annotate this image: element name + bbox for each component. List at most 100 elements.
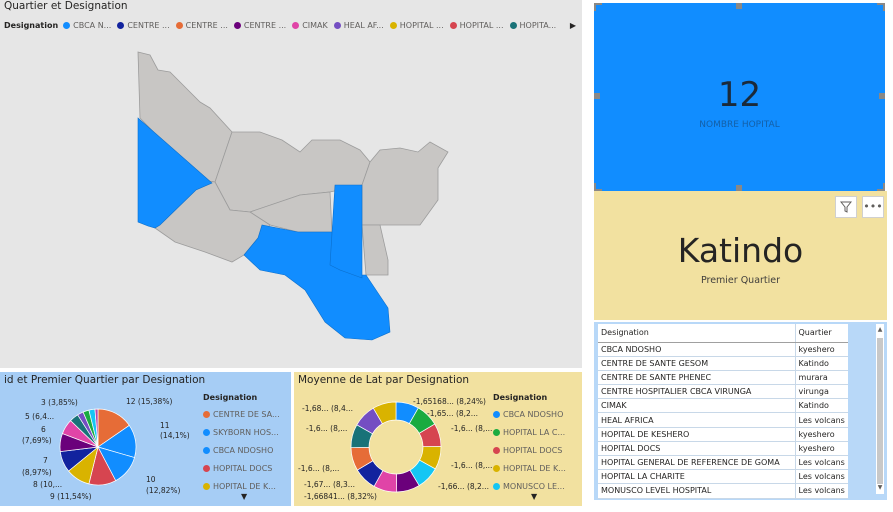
pie-data-label: 11 <box>160 421 170 430</box>
premier-quartier-value: Katindo <box>677 231 804 270</box>
legend-item-label: HEAL AF... <box>343 21 384 30</box>
map-canvas[interactable] <box>0 0 582 368</box>
resize-handle-left[interactable] <box>594 93 600 99</box>
designation-table[interactable]: Designation Quartier CBCA NDOSHO kyeshero… <box>594 322 887 500</box>
cell-quartier: Les volcans <box>794 455 848 471</box>
pie-legend-item-0[interactable]: CENTRE DE SA... <box>203 405 280 423</box>
table-row[interactable]: HEAL AFRICA Les volcans <box>598 412 848 428</box>
pie-legend-item-2[interactable]: CBCA NDOSHO <box>203 441 280 459</box>
legend-dot-icon <box>493 482 500 490</box>
table-row[interactable]: HOPITAL LA CHARITE Les volcans <box>598 469 848 485</box>
map-legend: Designation CBCA N... CENTRE ... CENTRE ..… <box>4 21 562 30</box>
map-legend-item-5[interactable]: HEAL AF... <box>333 21 384 30</box>
donut-data-label: -1,66... (8,2... <box>438 482 489 491</box>
cell-quartier: kyeshero <box>794 342 848 357</box>
filter-icon[interactable] <box>835 196 857 218</box>
designation-table-grid: Designation Quartier CBCA NDOSHO kyeshero… <box>598 324 848 499</box>
donut-chart-visual[interactable]: Moyenne de Lat par Designation -1,65168.… <box>294 372 582 506</box>
more-options-icon[interactable]: ••• <box>862 196 884 218</box>
table-scroll-thumb[interactable] <box>877 338 883 484</box>
donut-slice[interactable] <box>372 401 397 425</box>
pie-legend-item-4[interactable]: HOPITAL DE K... <box>203 477 280 495</box>
donut-legend-item-1[interactable]: HOPITAL LA C... <box>493 423 566 441</box>
legend-item-label: CIMAK <box>302 21 328 30</box>
pie-chart-visual[interactable]: id et Premier Quartier par Designation 1… <box>0 372 291 506</box>
table-row[interactable]: HOPITAL GENERAL DE REFERENCE DE GOMA Les … <box>598 455 848 471</box>
donut-data-label: -1,65168... (8,24%) <box>413 397 486 406</box>
donut-legend-item-4[interactable]: MONUSCO LE... <box>493 477 566 495</box>
resize-handle-right[interactable] <box>879 93 885 99</box>
legend-item-label: HOPITAL ... <box>459 21 504 30</box>
donut-legend-item-2[interactable]: HOPITAL DOCS <box>493 441 566 459</box>
column-header-designation[interactable]: Designation <box>598 324 795 343</box>
table-row[interactable]: CENTRE DE SANTE PHENEC murara <box>598 370 848 386</box>
pie-data-label: 3 (3,85%) <box>41 398 78 407</box>
cell-quartier: Katindo <box>794 398 848 414</box>
legend-dot-icon <box>203 446 210 454</box>
legend-dot-icon <box>203 482 210 490</box>
legend-item-label: HOPITAL DOCS <box>213 463 273 473</box>
scroll-down-icon[interactable]: ▼ <box>877 484 883 491</box>
cell-quartier: Les volcans <box>794 483 848 499</box>
table-row[interactable]: HOPITAL DE KESHERO kyeshero <box>598 427 848 442</box>
table-row[interactable]: CBCA NDOSHO kyeshero <box>598 342 848 357</box>
pie-chart-canvas[interactable]: 12 (15,38%) 11(14,1%) 10 (12,82%) 9 (11,54%)… <box>0 372 200 506</box>
hospital-count-card[interactable]: 12 NOMBRE HOPITAL <box>594 3 885 191</box>
donut-data-label: -1,65... (8,2... <box>427 409 478 418</box>
pie-legend-item-1[interactable]: SKYBORN HOS... <box>203 423 280 441</box>
cell-designation: CBCA NDOSHO <box>598 342 795 357</box>
resize-handle-top-right[interactable] <box>877 3 885 11</box>
legend-dot-icon <box>203 428 210 436</box>
donut-legend-down-arrow-icon[interactable]: ▼ <box>531 492 538 501</box>
legend-dot-icon <box>63 22 71 29</box>
donut-legend-item-0[interactable]: CBCA NDOSHO <box>493 405 566 423</box>
table-row[interactable]: MONUSCO LEVEL HOSPITAL Les volcans <box>598 483 848 499</box>
resize-handle-bottom-right[interactable] <box>877 183 885 191</box>
pie-legend-item-3[interactable]: HOPITAL DOCS <box>203 459 280 477</box>
cell-designation: MONUSCO LEVEL HOSPITAL <box>598 483 795 499</box>
map-legend-items: CBCA N... CENTRE ... CENTRE ... CENTRE ... C… <box>63 21 562 30</box>
pie-legend-down-arrow-icon[interactable]: ▼ <box>241 492 248 501</box>
premier-quartier-card[interactable]: ••• Katindo Premier Quartier <box>594 191 887 320</box>
legend-next-arrow-icon[interactable]: ▶ <box>569 21 576 30</box>
pie-data-label: 7 <box>43 456 48 465</box>
map-legend-item-3[interactable]: CENTRE ... <box>233 21 286 30</box>
scroll-up-icon[interactable]: ▲ <box>877 326 883 333</box>
table-row[interactable]: CENTRE DE SANTE GESOM Katindo <box>598 356 848 371</box>
legend-item-label: HOPITAL DOCS <box>503 445 563 455</box>
resize-handle-top-left[interactable] <box>594 3 602 11</box>
map-legend-item-7[interactable]: HOPITAL ... <box>449 21 504 30</box>
map-legend-item-1[interactable]: CENTRE ... <box>117 21 170 30</box>
pie-slice[interactable] <box>94 408 99 448</box>
pie-data-label: 9 (11,54%) <box>50 492 92 501</box>
resize-handle-bottom[interactable] <box>736 185 742 191</box>
pie-data-label: (7,69%) <box>22 436 52 445</box>
map-legend-item-0[interactable]: CBCA N... <box>63 21 111 30</box>
table-row[interactable]: CIMAK Katindo <box>598 398 848 414</box>
legend-dot-icon <box>203 464 210 472</box>
table-row[interactable]: HOPITAL DOCS kyeshero <box>598 441 848 457</box>
map-visual[interactable]: Quartier et Designation Designation CBCA… <box>0 0 582 368</box>
pie-data-label: (14,1%) <box>160 431 190 440</box>
pie-data-label: 6 <box>41 425 46 434</box>
donut-data-label: -1,6... (8,... <box>451 424 492 433</box>
donut-chart-canvas[interactable]: -1,65168... (8,24%) -1,65... (8,2... -1,6.… <box>294 372 494 506</box>
resize-handle-bottom-left[interactable] <box>594 183 602 191</box>
map-legend-title: Designation <box>4 21 59 30</box>
cell-designation: CENTRE DE SANTE GESOM <box>598 356 795 371</box>
map-legend-item-4[interactable]: CIMAK <box>292 21 328 30</box>
cell-designation: HOPITAL DE KESHERO <box>598 427 795 442</box>
pie-data-label: (12,82%) <box>146 486 181 495</box>
map-legend-item-2[interactable]: CENTRE ... <box>175 21 228 30</box>
legend-dot-icon <box>509 22 517 29</box>
resize-handle-top[interactable] <box>736 3 742 9</box>
map-legend-item-8[interactable]: HOPITA... <box>509 21 556 30</box>
map-legend-item-6[interactable]: HOPITAL ... <box>389 21 444 30</box>
donut-legend-item-3[interactable]: HOPITAL DE K... <box>493 459 566 477</box>
column-header-quartier[interactable]: Quartier <box>794 324 848 343</box>
pie-data-label: 10 <box>146 475 156 484</box>
table-header-row: Designation Quartier <box>598 324 848 343</box>
cell-designation: CENTRE DE SANTE PHENEC <box>598 370 795 386</box>
legend-item-label: SKYBORN HOS... <box>213 427 279 437</box>
table-row[interactable]: CENTRE HOSPITALIER CBCA VIRUNGA virunga <box>598 384 848 400</box>
